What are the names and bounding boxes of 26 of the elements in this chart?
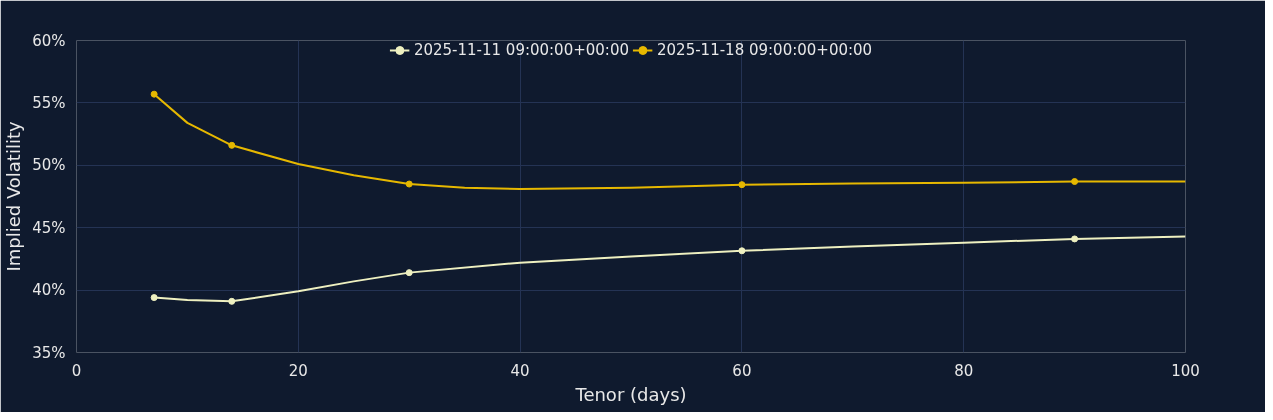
point: [1071, 235, 1079, 243]
x-tick-label: 20: [288, 361, 308, 380]
y-tick-label: 35%: [32, 343, 66, 362]
y-tick-label: 60%: [32, 31, 66, 50]
point: [738, 181, 746, 189]
point: [1071, 178, 1079, 186]
x-tick-label: 80: [954, 361, 974, 380]
y-axis-title: Implied Volatility: [3, 121, 25, 272]
point: [405, 180, 413, 188]
legend-label: 2025-11-11 09:00:00+00:00: [413, 41, 629, 59]
point: [150, 294, 158, 302]
y-tick-label: 45%: [32, 218, 66, 237]
y-tick-label: 55%: [32, 93, 66, 112]
x-tick-label: 40: [510, 361, 530, 380]
point: [405, 269, 413, 277]
x-tick-label: 60: [732, 361, 752, 380]
point: [228, 141, 236, 149]
point: [228, 297, 236, 305]
legend-label: 2025-11-18 09:00:00+00:00: [657, 41, 873, 59]
x-tick-label: 100: [1171, 361, 1200, 380]
y-tick-label: 50%: [32, 156, 66, 175]
y-tick-label: 40%: [32, 281, 66, 300]
point: [738, 247, 746, 255]
point: [150, 90, 158, 98]
x-axis-title: Tenor (days): [574, 383, 687, 405]
x-tick-label: 0: [71, 361, 82, 380]
